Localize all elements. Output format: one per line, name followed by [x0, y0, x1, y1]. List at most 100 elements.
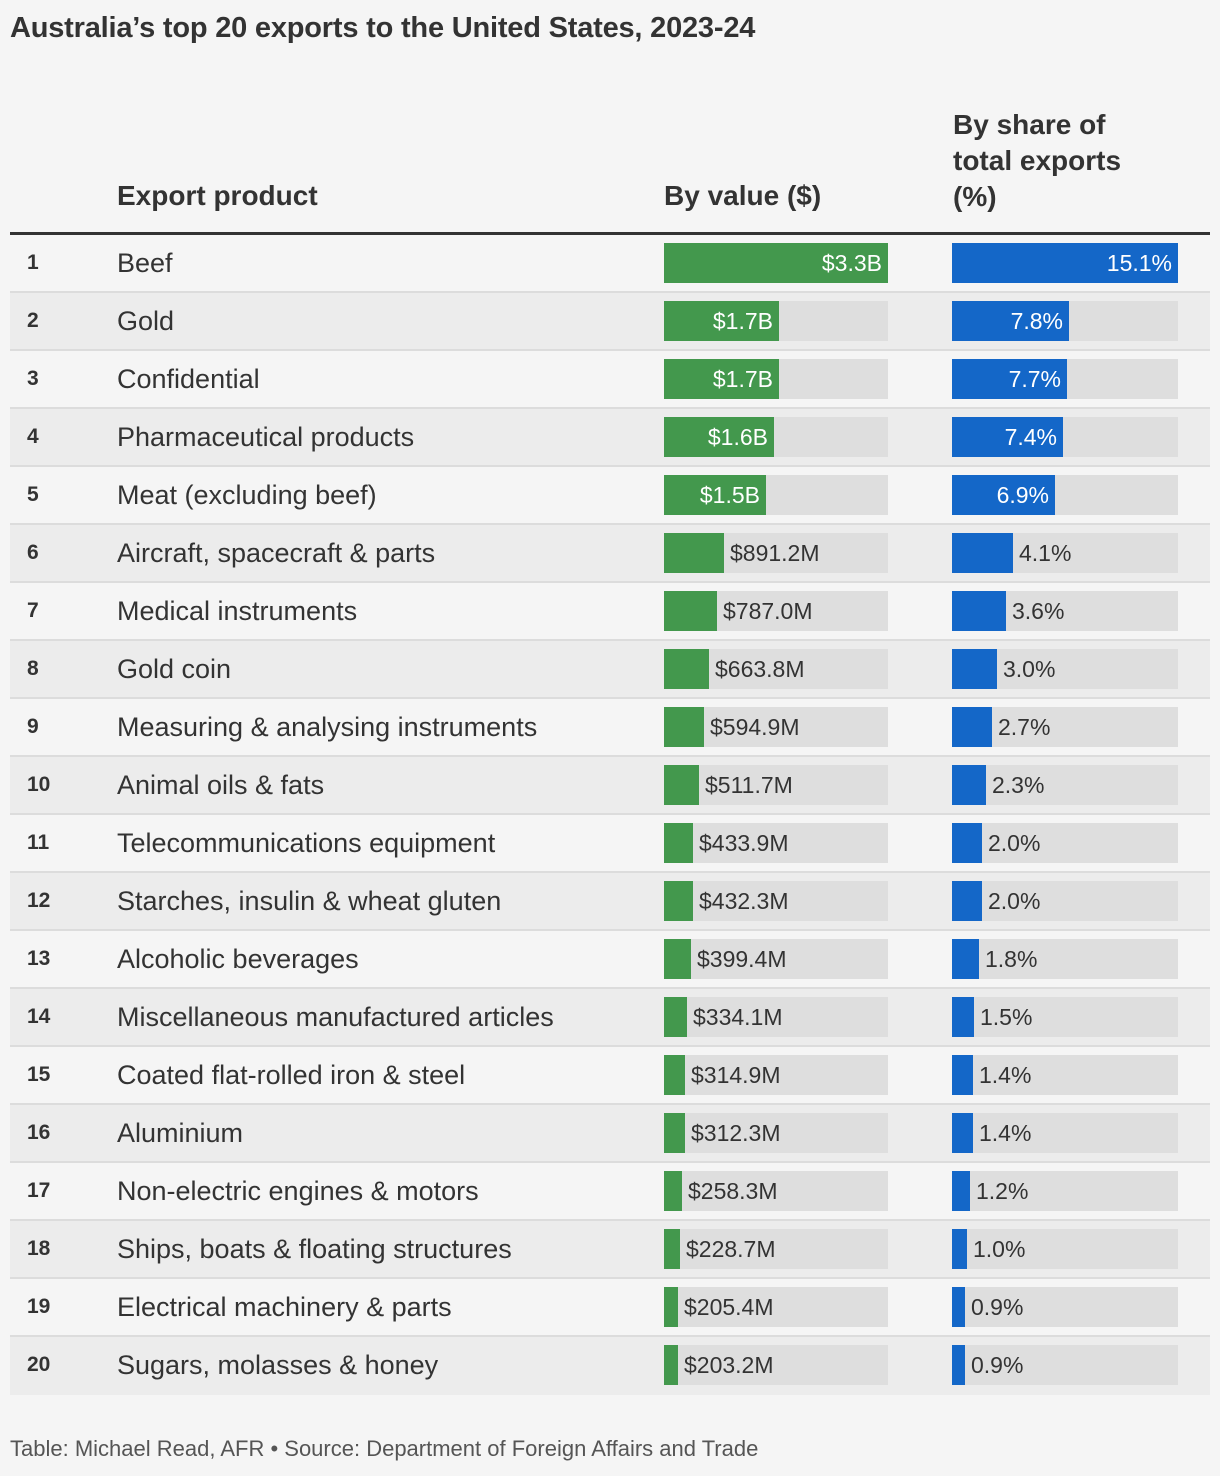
value-bar — [664, 417, 774, 457]
share-bar-track: 7.7% — [952, 359, 1178, 399]
share-bar-track: 7.8% — [952, 301, 1178, 341]
value-bar — [664, 591, 717, 631]
row-product: Beef — [117, 248, 173, 278]
row-rank: 15 — [27, 1063, 51, 1086]
share-bar-track: 6.9% — [952, 475, 1178, 515]
row-rank: 17 — [27, 1179, 51, 1202]
header-rule — [10, 232, 1210, 235]
share-bar-track: 1.0% — [952, 1229, 1178, 1269]
share-bar — [952, 591, 1006, 631]
value-bar-track: $433.9M — [664, 823, 888, 863]
value-label: $1.5B — [699, 482, 760, 508]
value-bar-track: $891.2M — [664, 533, 888, 573]
value-bar — [664, 533, 724, 573]
share-bar-track: 2.0% — [952, 881, 1178, 921]
value-bar-track: $312.3M — [664, 1113, 888, 1153]
row-product: Meat (excluding beef) — [117, 480, 377, 510]
row-rank: 6 — [27, 541, 39, 564]
row-rank: 13 — [27, 947, 51, 970]
value-label: $205.4M — [684, 1294, 774, 1320]
row-rank: 12 — [27, 889, 51, 912]
value-bar-track: $314.9M — [664, 1055, 888, 1095]
table-row: 18 Ships, boats & floating structures $228… — [10, 1221, 1210, 1279]
row-product: Telecommunications equipment — [117, 828, 496, 858]
share-bar-track: 3.0% — [952, 649, 1178, 689]
share-label: 2.3% — [992, 772, 1045, 798]
value-bar — [664, 475, 766, 515]
value-bar-track: $228.7M — [664, 1229, 888, 1269]
share-bar-track: 0.9% — [952, 1287, 1178, 1327]
value-bar — [664, 1345, 678, 1385]
value-bar-track: $399.4M — [664, 939, 888, 979]
share-bar — [952, 1287, 965, 1327]
value-bar-track: $594.9M — [664, 707, 888, 747]
share-label: 7.7% — [1008, 366, 1061, 392]
share-bar — [952, 301, 1069, 341]
value-bar-track: $663.8M — [664, 649, 888, 689]
share-label: 2.7% — [998, 714, 1051, 740]
row-rank: 14 — [27, 1005, 51, 1028]
value-bar-track: $1.7B — [664, 301, 888, 341]
value-bar — [664, 997, 687, 1037]
share-bar — [952, 707, 992, 747]
table-row: 19 Electrical machinery & parts $205.4M 0.9… — [10, 1279, 1210, 1337]
table-row: 11 Telecommunications equipment $433.9M 2.0… — [10, 815, 1210, 873]
row-product: Sugars, molasses & honey — [117, 1350, 439, 1380]
share-bar-track: 2.3% — [952, 765, 1178, 805]
row-rank: 1 — [27, 251, 39, 274]
share-label: 2.0% — [988, 830, 1041, 856]
value-bar — [664, 823, 693, 863]
share-bar-track: 15.1% — [952, 243, 1178, 283]
share-bar — [952, 997, 974, 1037]
share-bar — [952, 1113, 973, 1153]
value-label: $399.4M — [697, 946, 787, 972]
value-bar-track: $3.3B — [664, 243, 888, 283]
chart-title: Australia’s top 20 exports to the United… — [10, 12, 756, 44]
table-body: 1 Beef $3.3B 15.1% 2 Gold $1.7B 7.8% 3 Confidenti… — [10, 235, 1210, 1395]
value-bar-track: $511.7M — [664, 765, 888, 805]
table-row: 2 Gold $1.7B 7.8% — [10, 293, 1210, 351]
value-bar — [664, 939, 691, 979]
row-rank: 16 — [27, 1121, 51, 1144]
share-label: 1.0% — [973, 1236, 1026, 1262]
value-bar-track: $1.6B — [664, 417, 888, 457]
value-label: $312.3M — [691, 1120, 781, 1146]
table-row: 10 Animal oils & fats $511.7M 2.3% — [10, 757, 1210, 815]
value-label: $594.9M — [710, 714, 800, 740]
row-product: Aircraft, spacecraft & parts — [117, 538, 436, 568]
share-bar-track: 3.6% — [952, 591, 1178, 631]
share-label: 0.9% — [971, 1352, 1024, 1378]
row-product: Animal oils & fats — [117, 770, 325, 800]
value-bar-track: $1.5B — [664, 475, 888, 515]
table-row: 8 Gold coin $663.8M 3.0% — [10, 641, 1210, 699]
share-label: 1.4% — [979, 1062, 1032, 1088]
share-bar — [952, 533, 1013, 573]
row-rank: 11 — [27, 831, 50, 854]
table-row: 15 Coated flat-rolled iron & steel $314.9M… — [10, 1047, 1210, 1105]
share-label: 6.9% — [996, 482, 1049, 508]
share-bar — [952, 1055, 973, 1095]
row-product: Electrical machinery & parts — [117, 1292, 452, 1322]
value-bar-track: $203.2M — [664, 1345, 888, 1385]
value-label: $891.2M — [730, 540, 820, 566]
row-product: Coated flat-rolled iron & steel — [117, 1060, 466, 1090]
share-label: 15.1% — [1106, 250, 1172, 276]
table-row: 9 Measuring & analysing instruments $594.9… — [10, 699, 1210, 757]
share-bar-track: 4.1% — [952, 533, 1178, 573]
value-bar — [664, 359, 779, 399]
share-bar — [952, 765, 986, 805]
row-product: Gold coin — [117, 654, 232, 684]
value-bar — [664, 1055, 685, 1095]
share-label: 7.8% — [1010, 308, 1063, 334]
table-row: 1 Beef $3.3B 15.1% — [10, 235, 1210, 293]
share-bar — [952, 939, 979, 979]
share-bar — [952, 417, 1063, 457]
value-bar-track: $205.4M — [664, 1287, 888, 1327]
share-label: 1.5% — [980, 1004, 1033, 1030]
value-bar — [664, 1171, 682, 1211]
share-label: 4.1% — [1019, 540, 1072, 566]
value-label: $203.2M — [684, 1352, 774, 1378]
table-row: 17 Non-electric engines & motors $258.3M 1.… — [10, 1163, 1210, 1221]
table-row: 5 Meat (excluding beef) $1.5B 6.9% — [10, 467, 1210, 525]
value-bar — [664, 301, 779, 341]
